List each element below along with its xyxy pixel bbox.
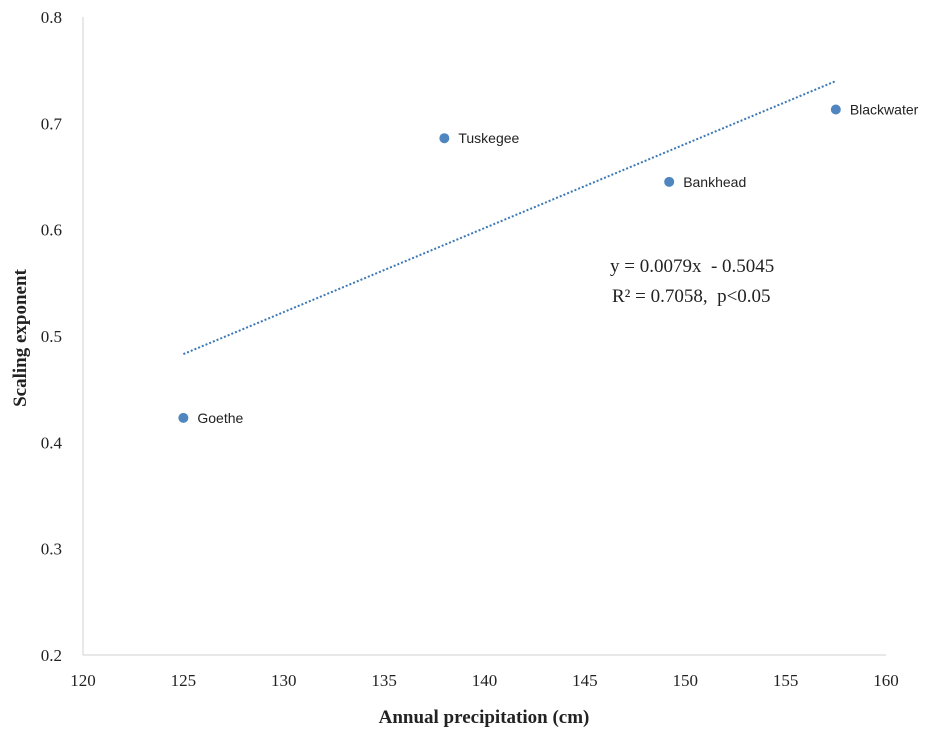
x-tick-label: 120 <box>70 671 96 690</box>
y-tick-label: 0.4 <box>41 433 63 452</box>
data-point <box>830 104 841 115</box>
trendline-r2: R² = 0.7058, p<0.05 <box>612 286 771 307</box>
y-tick-label: 0.8 <box>41 8 62 27</box>
x-tick-label: 160 <box>873 671 899 690</box>
point-label: Blackwater <box>850 102 919 118</box>
x-tick-label: 155 <box>773 671 799 690</box>
y-tick-label: 0.6 <box>41 221 62 240</box>
y-tick-labels: 0.2 0.3 0.4 0.5 0.6 0.7 0.8 <box>41 8 63 665</box>
data-point <box>178 412 189 423</box>
x-tick-label: 135 <box>371 671 397 690</box>
data-points: Goethe Tuskegee Bankhead Blackwater <box>178 102 919 426</box>
x-tick-labels: 120 125 130 135 140 145 150 155 160 <box>70 671 899 690</box>
axes <box>82 17 886 656</box>
y-axis-title: Scaling exponent <box>10 268 31 406</box>
point-label: Goethe <box>197 410 243 426</box>
x-tick-label: 130 <box>271 671 297 690</box>
data-point <box>664 176 675 187</box>
x-tick-label: 150 <box>673 671 699 690</box>
x-tick-label: 125 <box>171 671 197 690</box>
point-label: Tuskegee <box>458 130 519 146</box>
y-tick-label: 0.3 <box>41 540 62 559</box>
x-axis-title: Annual precipitation (cm) <box>379 707 590 728</box>
data-point <box>439 133 450 144</box>
trendline-equation: y = 0.0079x - 0.5045 <box>610 256 774 277</box>
y-tick-label: 0.7 <box>41 114 63 133</box>
trendline <box>182 80 837 355</box>
point-label: Bankhead <box>683 174 746 190</box>
x-tick-label: 140 <box>472 671 498 690</box>
x-tick-label: 145 <box>572 671 598 690</box>
y-tick-label: 0.5 <box>41 327 62 346</box>
y-tick-label: 0.2 <box>41 646 62 665</box>
